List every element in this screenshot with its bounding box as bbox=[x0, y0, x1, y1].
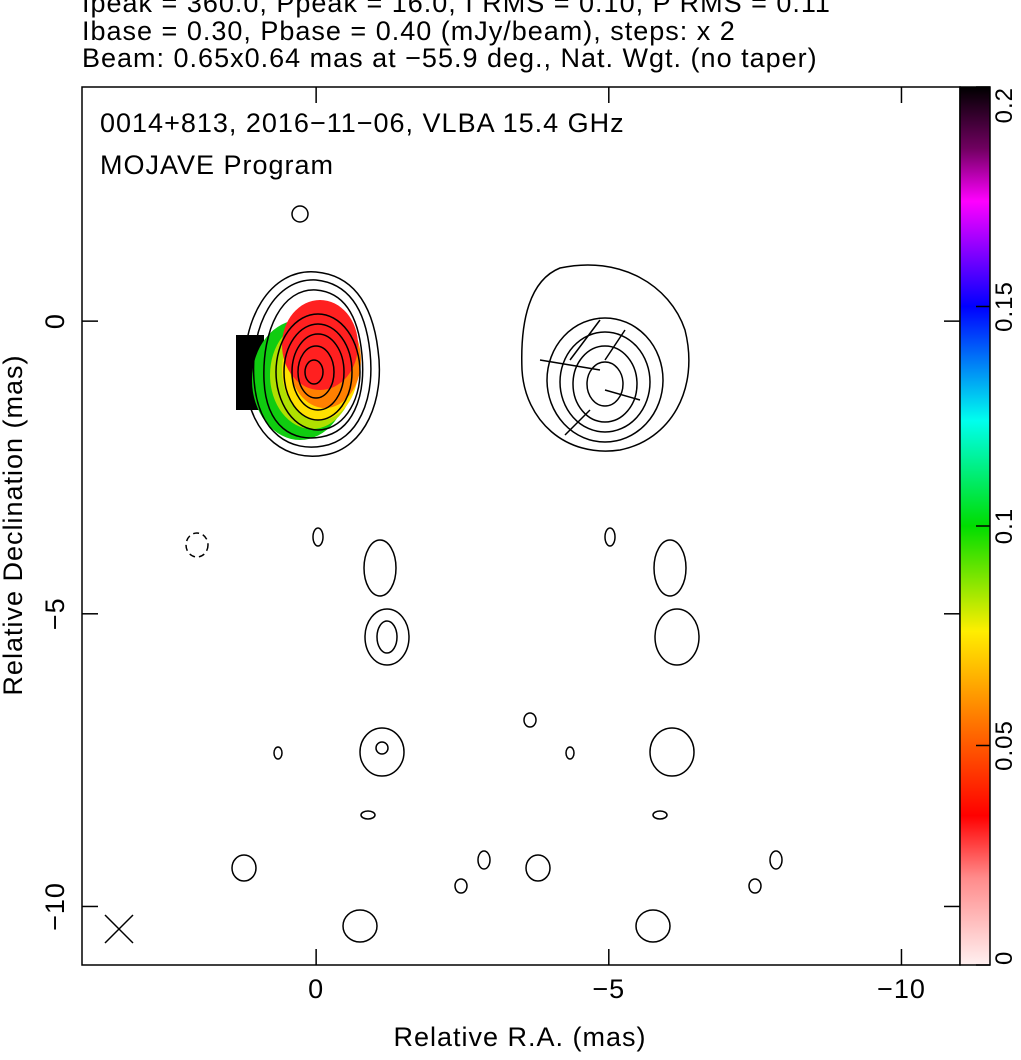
annotation: MOJAVE Program bbox=[100, 150, 334, 180]
x-axis-label: Relative R.A. (mas) bbox=[393, 1022, 646, 1052]
colorbar-tick-label: 0.2 bbox=[991, 87, 1018, 123]
x-tick-label: −10 bbox=[877, 974, 926, 1004]
y-tick-label: −10 bbox=[40, 882, 70, 931]
title-line: Ibase = 0.30, Pbase = 0.40 (mJy/beam), s… bbox=[82, 16, 736, 46]
colorbar-tick-label: 0.1 bbox=[991, 508, 1018, 544]
title-line: Ipeak = 360.0, Ppeak = 16.0, I RMS = 0.1… bbox=[82, 0, 831, 18]
colorbar-tick-label: 0.15 bbox=[991, 281, 1018, 332]
colorbar-tick-label: 0.05 bbox=[991, 720, 1018, 771]
y-tick-label: −5 bbox=[40, 597, 70, 630]
plot-frame bbox=[81, 86, 961, 966]
colorbar-tick-label: 0 bbox=[991, 951, 1018, 965]
x-tick-label: 0 bbox=[308, 974, 324, 1004]
title-line: Beam: 0.65x0.64 mas at −55.9 deg., Nat. … bbox=[82, 43, 818, 73]
annotation: 0014+813, 2016−11−06, VLBA 15.4 GHz bbox=[100, 108, 625, 138]
y-tick-label: 0 bbox=[40, 313, 70, 329]
map bbox=[104, 205, 783, 944]
y-axis-label: Relative Declination (mas) bbox=[0, 354, 28, 695]
beam bbox=[104, 914, 134, 944]
x-tick-label: −5 bbox=[592, 974, 625, 1004]
contours bbox=[185, 205, 783, 943]
